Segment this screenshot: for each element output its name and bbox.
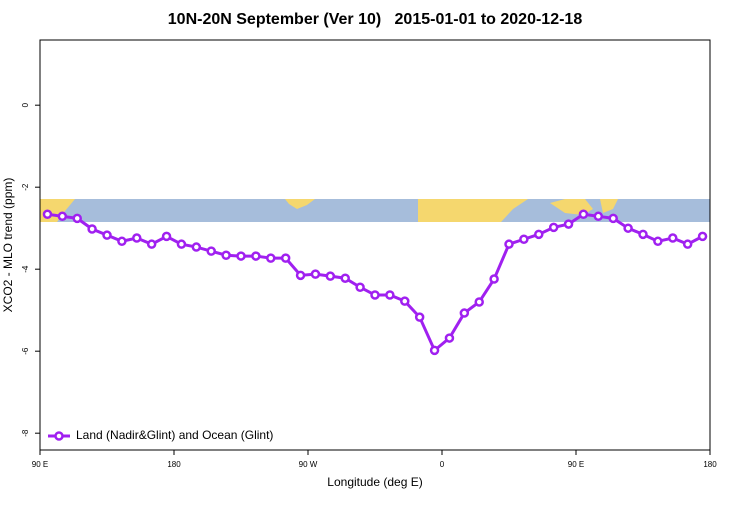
y-axis-label: XCO2 - MLO trend (ppm) (1, 178, 15, 313)
data-point (191, 242, 202, 252)
data-point (414, 312, 425, 322)
y-tick-label: -4 (21, 265, 30, 273)
legend-label: Land (Nadir&Glint) and Ocean (Glint) (76, 428, 273, 442)
map-strip (40, 199, 710, 222)
data-point (340, 273, 350, 283)
data-point (459, 308, 470, 318)
data-point (697, 231, 708, 242)
plot-frame (39, 39, 711, 451)
data-point (623, 223, 633, 233)
data-point (519, 234, 529, 245)
data-point (102, 230, 112, 240)
data-point (668, 233, 678, 243)
data-point (206, 246, 216, 256)
data-point (132, 233, 142, 243)
data-point (638, 229, 648, 240)
x-tick-label: 180 (167, 460, 181, 469)
x-axis-label: Longitude (deg E) (327, 475, 422, 489)
data-point (489, 274, 499, 284)
data-point (42, 209, 53, 219)
data-point (221, 250, 231, 260)
data-point (370, 290, 380, 300)
data-point (251, 251, 261, 261)
data-point (325, 271, 336, 281)
y-tick-label: -8 (21, 429, 30, 437)
y-tick-label: -6 (21, 347, 30, 355)
data-point (653, 236, 663, 247)
data-point (176, 239, 187, 249)
y-tick-label: 0 (21, 102, 30, 107)
chart-title: 10N-20N September (Ver 10) 2015-01-01 to… (168, 11, 583, 28)
data-point (548, 222, 559, 233)
data-point (429, 345, 440, 356)
data-point (474, 297, 484, 307)
data-point (534, 229, 544, 240)
data-point (72, 213, 82, 224)
x-tick-label: 180 (703, 460, 717, 469)
data-point (504, 239, 514, 249)
x-tick-label: 90 E (568, 460, 584, 469)
data-point (608, 213, 618, 224)
data-point (355, 282, 365, 292)
x-tick-label: 90 W (299, 460, 318, 469)
data-point (563, 219, 574, 229)
data-point (310, 269, 321, 279)
data-point (87, 224, 97, 234)
data-point (682, 239, 693, 249)
data-point (444, 333, 455, 343)
y-tick-label: -2 (21, 183, 30, 191)
data-point (236, 251, 246, 261)
data-point (266, 253, 276, 263)
data-point (295, 270, 306, 281)
data-point (400, 296, 410, 306)
legend-marker (54, 431, 64, 441)
x-tick-label: 0 (440, 460, 445, 469)
data-point (385, 290, 395, 300)
data-point (593, 211, 604, 222)
data-point (57, 211, 68, 222)
data-line (47, 212, 704, 353)
data-point (578, 209, 589, 219)
data-point (117, 236, 127, 247)
data-point (146, 239, 157, 249)
data-point (161, 231, 172, 242)
x-tick-label: 90 E (32, 460, 48, 469)
data-point (280, 253, 291, 263)
